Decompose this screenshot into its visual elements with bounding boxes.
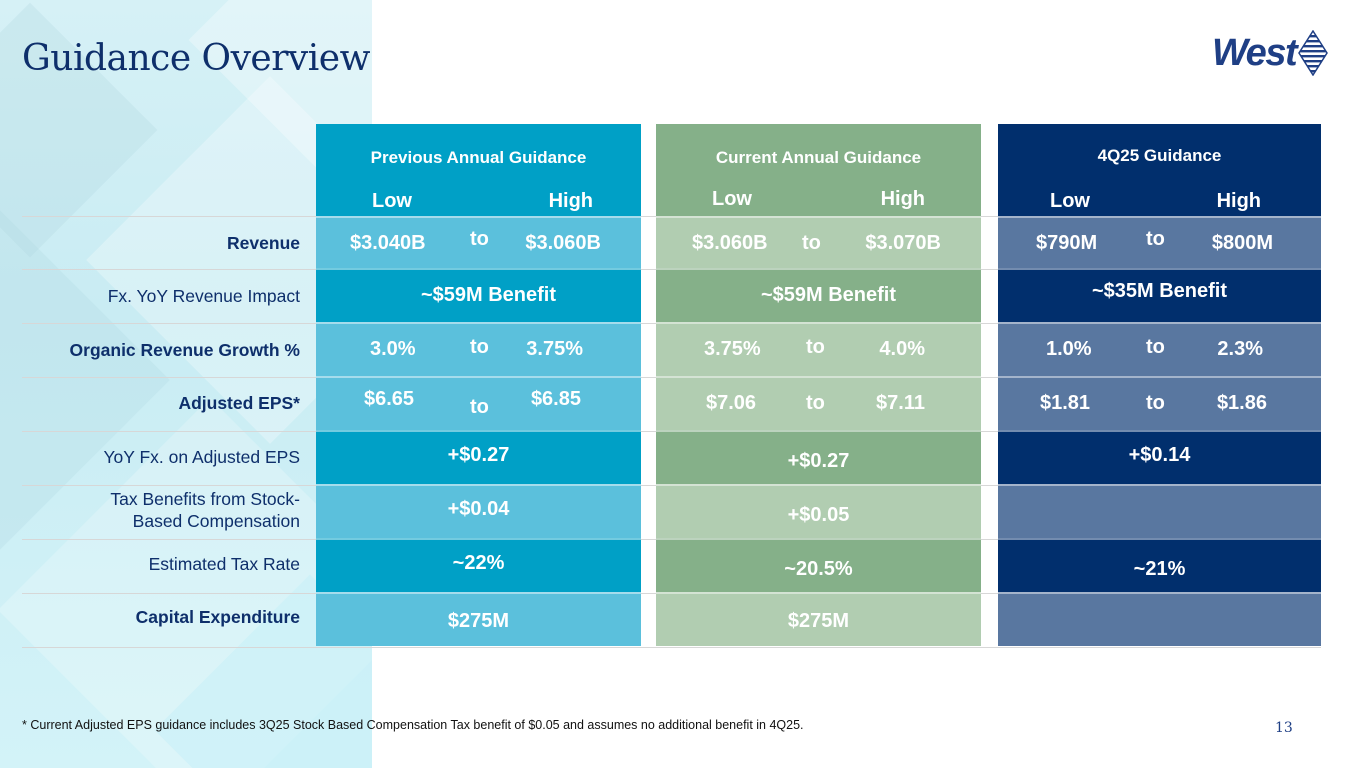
value-high: 2.3%	[1217, 338, 1263, 360]
value-high: $1.86	[1216, 392, 1267, 414]
cell-capex: $275M	[656, 592, 981, 646]
column-title: Current Annual Guidance	[715, 148, 922, 167]
column-4q25-guidance: 4Q25 Guidance Low High $790M to $800M ~$…	[998, 124, 1321, 646]
value: +$0.05	[787, 504, 850, 526]
cell-adjusted-eps: $6.65 to $6.85	[316, 376, 641, 430]
high-label: High	[548, 190, 593, 212]
low-label: Low	[1050, 190, 1090, 212]
value-low: 3.0%	[370, 338, 416, 360]
row-label-revenue: Revenue	[227, 232, 300, 253]
cell-tax-benefits: +$0.04	[316, 484, 641, 538]
range-to: to	[1146, 392, 1165, 414]
row-label-fx-eps: YoY Fx. on Adjusted EPS	[103, 446, 300, 467]
cell-organic-growth: 1.0% to 2.3%	[998, 322, 1321, 376]
cell-fx-eps: +$0.27	[656, 430, 981, 484]
cell-fx-revenue-impact: ~$59M Benefit	[656, 268, 981, 322]
range-to: to	[806, 392, 825, 414]
cell-revenue: $3.040B to $3.060B	[316, 216, 641, 268]
high-label: High	[880, 188, 925, 210]
west-logo: West	[1212, 30, 1328, 76]
value: ~21%	[1133, 558, 1186, 580]
row-label-capex: Capital Expenditure	[135, 607, 300, 628]
value-high: 4.0%	[879, 338, 925, 360]
value: $275M	[447, 610, 510, 632]
slide-title: Guidance Overview	[22, 38, 370, 79]
value-low: 1.0%	[1046, 338, 1092, 360]
page-number: 13	[1275, 720, 1293, 736]
row-label-organic-growth: Organic Revenue Growth %	[69, 339, 300, 360]
value-low: $790M	[1036, 232, 1098, 254]
column-previous-guidance: Previous Annual Guidance Low High $3.040…	[316, 124, 641, 646]
row-label-tax-benefits: Tax Benefits from Stock-Based Compensati…	[110, 489, 300, 532]
cell-tax-rate: ~22%	[316, 538, 641, 592]
value-high: $7.11	[876, 392, 925, 414]
value: ~22%	[452, 552, 505, 574]
value-high: $6.85	[530, 388, 581, 410]
range-to: to	[470, 228, 489, 250]
cell-tax-rate: ~20.5%	[656, 538, 981, 592]
value: +$0.27	[447, 444, 510, 466]
cell-fx-eps: +$0.27	[316, 430, 641, 484]
value: $275M	[787, 610, 850, 632]
column-header: Current Annual Guidance Low High	[656, 124, 981, 216]
value: ~$35M Benefit	[1091, 280, 1228, 302]
value-high: $3.060B	[525, 232, 601, 254]
value-low: $7.06	[706, 392, 757, 414]
high-label: High	[1216, 190, 1261, 212]
range-to: to	[1146, 336, 1165, 358]
value: +$0.27	[787, 450, 850, 472]
range-to: to	[470, 396, 489, 418]
range-to: to	[470, 336, 489, 358]
value: ~$59M Benefit	[420, 284, 557, 306]
logo-wordmark: West	[1212, 31, 1298, 74]
cell-tax-benefits: +$0.05	[656, 484, 981, 538]
row-label-fx-revenue-impact: Fx. YoY Revenue Impact	[107, 286, 300, 307]
column-header: 4Q25 Guidance Low High	[998, 124, 1321, 216]
range-to: to	[806, 336, 825, 358]
cell-fx-eps: +$0.14	[998, 430, 1321, 484]
footnote: * Current Adjusted EPS guidance includes…	[22, 718, 804, 732]
row-label-tax-rate: Estimated Tax Rate	[148, 553, 300, 574]
value-low: $3.040B	[350, 232, 426, 254]
value-high: 3.75%	[526, 338, 583, 360]
row-label-adjusted-eps: Adjusted EPS*	[178, 393, 300, 414]
cell-adjusted-eps: $1.81 to $1.86	[998, 376, 1321, 430]
value-low: $3.060B	[692, 232, 768, 254]
value: +$0.04	[447, 498, 510, 520]
column-header: Previous Annual Guidance Low High	[316, 124, 641, 216]
value-low: $1.81	[1040, 392, 1091, 414]
cell-fx-revenue-impact: ~$59M Benefit	[316, 268, 641, 322]
cell-tax-benefits	[998, 484, 1321, 538]
cell-capex: $275M	[316, 592, 641, 646]
range-to: to	[1146, 228, 1165, 250]
row-divider	[22, 647, 1321, 648]
diamond-logo-icon	[1298, 30, 1328, 76]
cell-revenue: $790M to $800M	[998, 216, 1321, 268]
column-title: 4Q25 Guidance	[1097, 146, 1222, 165]
column-title: Previous Annual Guidance	[370, 148, 587, 167]
cell-fx-revenue-impact: ~$35M Benefit	[998, 268, 1321, 322]
cell-organic-growth: 3.75% to 4.0%	[656, 322, 981, 376]
cell-capex	[998, 592, 1321, 646]
value: +$0.14	[1128, 444, 1191, 466]
low-label: Low	[372, 190, 412, 212]
background-art	[0, 0, 372, 768]
column-current-guidance: Current Annual Guidance Low High $3.060B…	[656, 124, 981, 646]
cell-organic-growth: 3.0% to 3.75%	[316, 322, 641, 376]
value-high: $3.070B	[865, 232, 941, 254]
value-high: $800M	[1211, 232, 1273, 254]
value-low: $6.65	[364, 388, 415, 410]
row-labels: Revenue Fx. YoY Revenue Impact Organic R…	[22, 216, 300, 644]
cell-revenue: $3.060B to $3.070B	[656, 216, 981, 268]
value: ~20.5%	[784, 558, 853, 580]
low-label: Low	[712, 188, 752, 210]
cell-adjusted-eps: $7.06 to $7.11	[656, 376, 981, 430]
value-low: 3.75%	[704, 338, 761, 360]
value: ~$59M Benefit	[760, 284, 897, 306]
range-to: to	[802, 232, 821, 254]
cell-tax-rate: ~21%	[998, 538, 1321, 592]
